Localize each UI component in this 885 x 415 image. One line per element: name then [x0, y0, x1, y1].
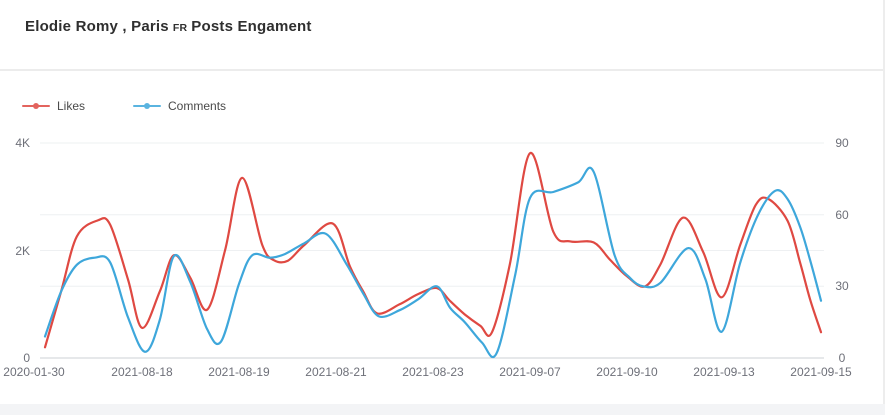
y-left-tick-label: 2K: [15, 243, 30, 258]
card-right-border: [883, 0, 885, 404]
title-main: Elodie Romy , Paris: [25, 18, 169, 35]
title-country-tag: FR: [172, 22, 188, 34]
legend-label-likes: Likes: [57, 99, 86, 113]
comments-line-marker-icon: [133, 101, 162, 111]
x-tick-label: 2020-01-30: [3, 365, 65, 379]
x-tick-label: 2021-08-23: [402, 365, 464, 379]
x-tick-label: 2021-08-21: [305, 365, 367, 379]
y-left-tick-label: 0: [23, 351, 30, 365]
y-right-tick-label: 60: [835, 207, 849, 222]
y-right-tick-label: 90: [835, 136, 849, 150]
x-tick-label: 2021-09-13: [693, 365, 755, 379]
card-header: Elodie Romy , Paris FR Posts Engament: [0, 0, 885, 70]
x-tick-label: 2021-08-18: [111, 365, 173, 379]
x-tick-label: 2021-09-10: [596, 365, 658, 379]
header-divider: [0, 69, 885, 71]
x-tick-label: 2021-08-19: [208, 365, 270, 379]
legend-item-comments[interactable]: Comments: [133, 99, 226, 113]
title-suffix: Posts Engament: [191, 18, 312, 35]
y-right-tick-label: 0: [838, 351, 846, 365]
page-title: Elodie Romy , Paris FR Posts Engament: [25, 18, 312, 35]
bottom-strip: [0, 404, 885, 415]
comments-line[interactable]: [43, 166, 823, 359]
likes-line-marker-icon: [22, 101, 50, 111]
legend-label-comments: Comments: [168, 99, 227, 113]
y-left-tick-label: 4K: [15, 136, 30, 150]
y-right-tick-label: 30: [835, 279, 849, 294]
chart-legend: Likes Comments: [22, 99, 226, 113]
x-tick-label: 2021-09-15: [790, 365, 852, 379]
legend-item-likes[interactable]: Likes: [22, 99, 85, 113]
x-tick-label: 2021-09-07: [499, 365, 561, 379]
